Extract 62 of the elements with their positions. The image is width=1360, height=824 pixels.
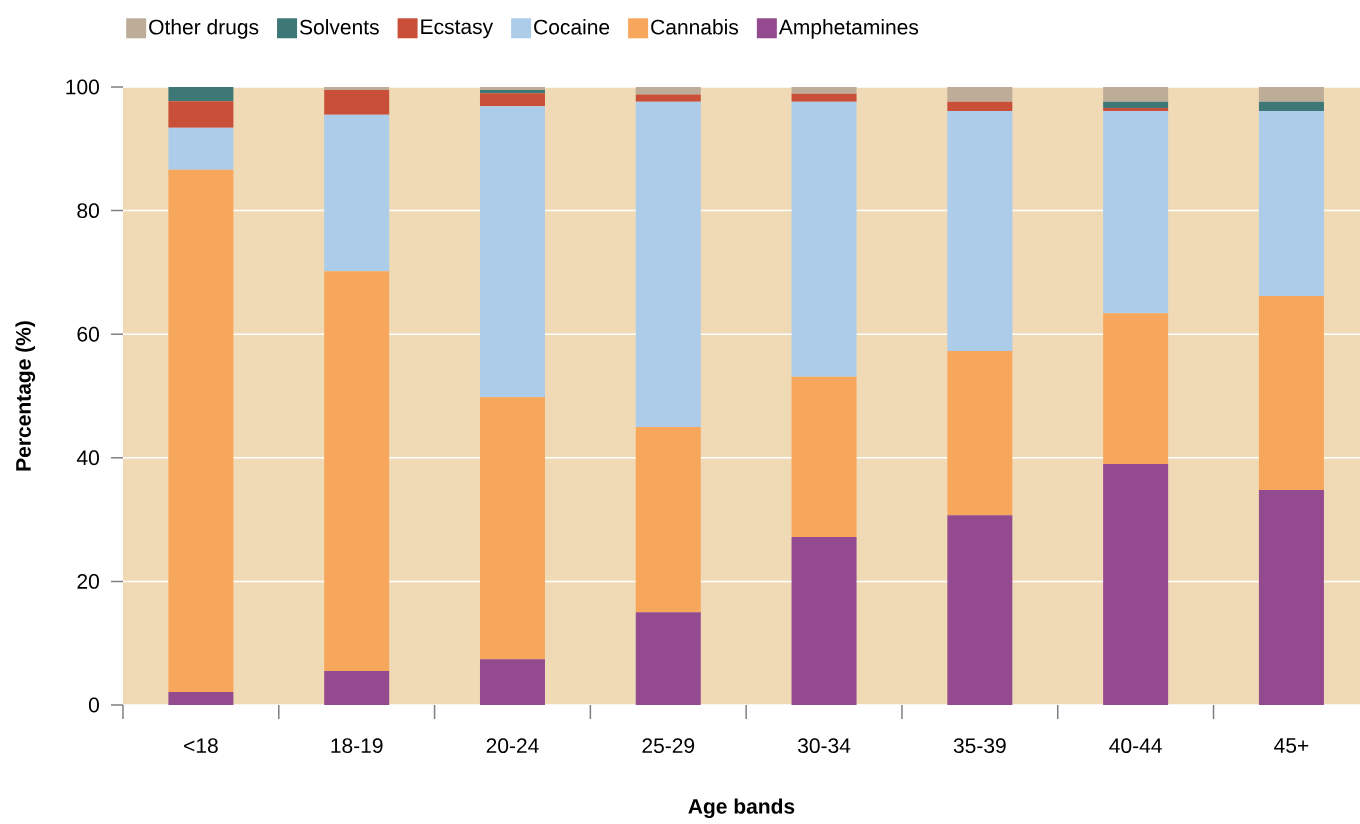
legend-label: Cocaine <box>534 19 610 35</box>
bar <box>947 111 1013 351</box>
bar <box>791 376 857 537</box>
bar <box>947 350 1013 516</box>
bar <box>947 101 1013 112</box>
bar <box>791 536 857 705</box>
legend-label: Cannabis <box>651 19 739 35</box>
bar <box>1103 463 1169 705</box>
bar <box>479 659 545 705</box>
bar <box>635 612 701 705</box>
legend-label: Solvents <box>300 19 379 35</box>
bar <box>168 127 234 170</box>
x-tick-label: 25-29 <box>642 738 695 754</box>
x-axis-title: Age bands <box>688 798 795 819</box>
x-tick-label: 30-34 <box>797 738 851 754</box>
bar <box>479 106 545 398</box>
bar <box>1258 489 1324 705</box>
y-axis-title: Percentage (%) <box>15 321 36 471</box>
bar <box>168 87 234 102</box>
bar <box>791 87 857 94</box>
bar <box>1258 101 1324 112</box>
bar <box>635 101 701 427</box>
bar <box>1258 87 1324 102</box>
y-tick-label: 20 <box>77 573 99 589</box>
bar <box>791 93 857 102</box>
bar <box>324 271 390 672</box>
x-tick-label: 18-19 <box>331 738 383 754</box>
bar <box>947 515 1013 705</box>
bar <box>324 114 390 272</box>
bar <box>168 169 234 693</box>
legend-label: Ecstasy <box>421 19 494 39</box>
bar <box>324 671 390 705</box>
bar <box>791 101 857 377</box>
bar <box>635 94 701 102</box>
bar <box>324 90 390 115</box>
bar <box>324 87 390 91</box>
y-tick-label: 0 <box>88 697 99 713</box>
bar <box>1103 108 1169 112</box>
bar <box>479 397 545 660</box>
bar <box>1103 87 1169 102</box>
bar <box>479 93 545 107</box>
bar <box>168 692 234 705</box>
bar <box>1103 111 1169 314</box>
y-tick-label: 80 <box>77 203 99 219</box>
y-tick-label: 100 <box>66 79 99 95</box>
y-tick-label: 40 <box>76 450 99 466</box>
x-tick-label: <18 <box>184 738 218 754</box>
bar <box>947 87 1013 102</box>
legend-label: Other drugs <box>149 19 259 39</box>
x-tick-label: 35-39 <box>953 738 1006 754</box>
bar <box>1258 295 1324 490</box>
legend-label: Amphetamines <box>778 19 919 39</box>
bar <box>168 101 234 128</box>
x-tick-label: 40-44 <box>1109 738 1162 754</box>
y-tick-label: 60 <box>77 326 99 342</box>
bar <box>635 426 701 613</box>
x-tick-label: 20-24 <box>486 738 539 754</box>
bar <box>1103 313 1169 464</box>
x-tick-label: 45+ <box>1274 738 1309 753</box>
bar <box>635 87 701 95</box>
bar <box>1103 101 1169 109</box>
bar <box>1258 111 1324 296</box>
